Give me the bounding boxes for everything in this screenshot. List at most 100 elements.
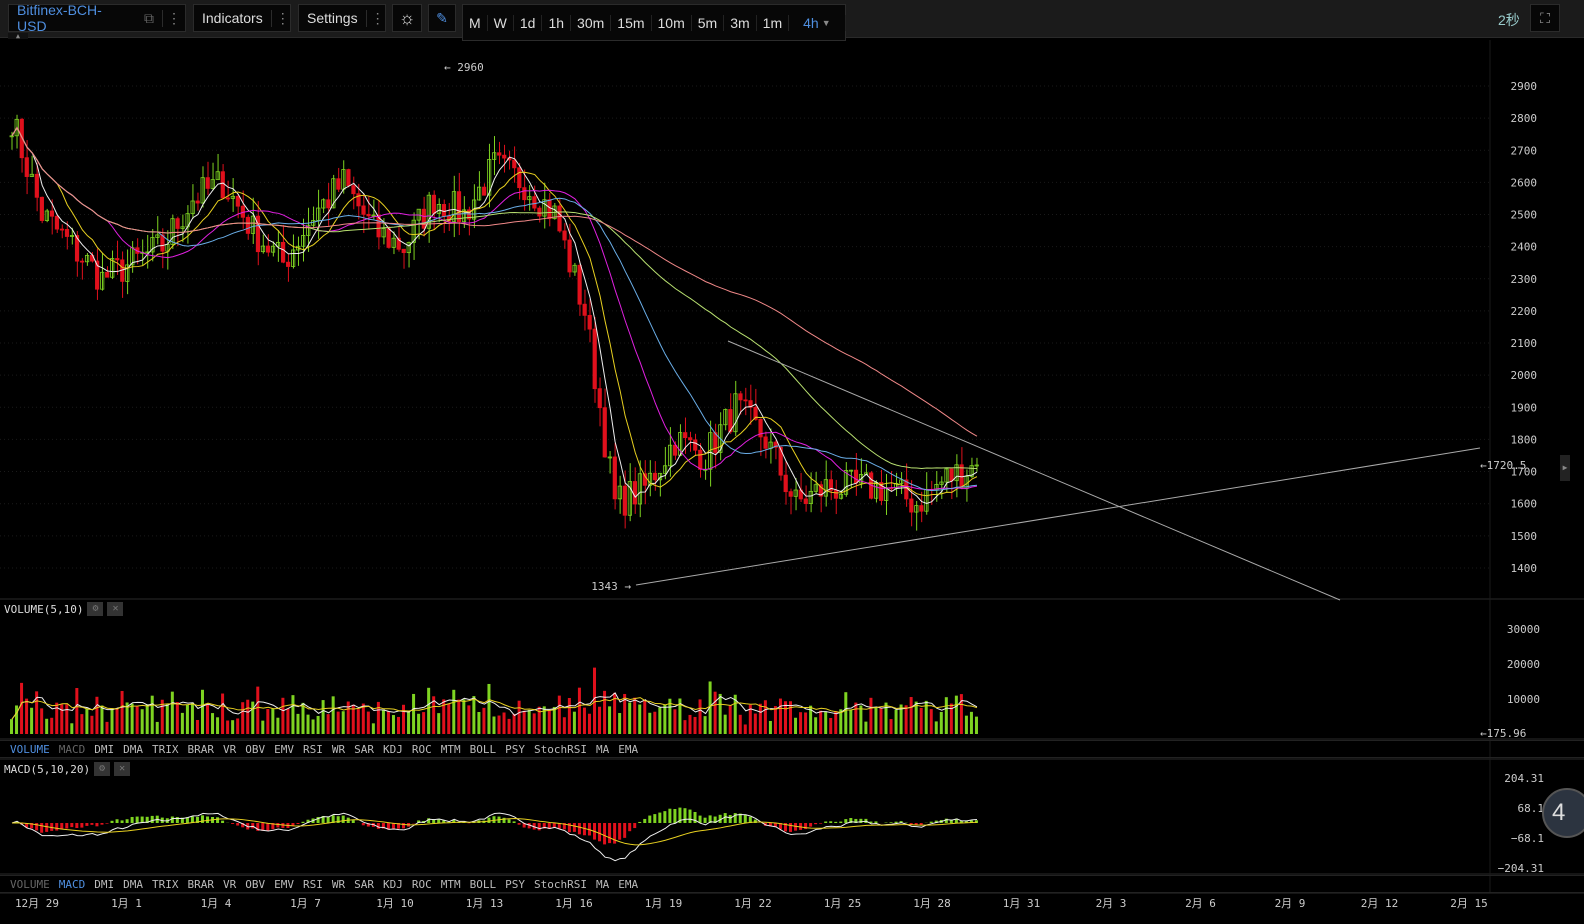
tab-macd[interactable]: MACD xyxy=(58,878,86,891)
floating-badge[interactable]: 4 xyxy=(1542,788,1584,838)
tab-rsi[interactable]: RSI xyxy=(303,743,323,756)
tab-brar[interactable]: BRAR xyxy=(187,743,215,756)
tab-ema[interactable]: EMA xyxy=(618,743,639,756)
macd-histogram-bar xyxy=(321,815,325,823)
period-W[interactable]: W xyxy=(488,14,514,31)
period-10m[interactable]: 10m xyxy=(652,14,692,31)
tab-sar[interactable]: SAR xyxy=(354,743,374,756)
macd-histogram-bar xyxy=(974,820,978,823)
fullscreen-icon[interactable]: ⛶ xyxy=(1530,4,1560,32)
tab-wr[interactable]: WR xyxy=(331,743,346,756)
period-30m[interactable]: 30m xyxy=(571,14,612,31)
volume-bar xyxy=(618,713,622,734)
tab-rsi[interactable]: RSI xyxy=(303,878,323,891)
x-tick-label: 1月 1 xyxy=(111,897,142,910)
tab-volume[interactable]: VOLUME xyxy=(10,878,50,891)
period-1d[interactable]: 1d xyxy=(514,14,543,31)
tab-psy[interactable]: PSY xyxy=(505,743,525,756)
macd-histogram-bar xyxy=(276,823,280,828)
tab-vr[interactable]: VR xyxy=(223,743,237,756)
volume-bar xyxy=(582,707,586,734)
tab-brar[interactable]: BRAR xyxy=(187,878,215,891)
theme-toggle-sun-icon[interactable]: ☼ xyxy=(392,4,422,32)
macd-histogram-bar xyxy=(417,820,421,823)
tab-emv[interactable]: EMV xyxy=(274,878,294,891)
macd-histogram-bar xyxy=(537,823,541,831)
tab-macd[interactable]: MACD xyxy=(58,743,86,756)
tab-mtm[interactable]: MTM xyxy=(440,878,461,891)
candle-body xyxy=(79,260,85,263)
gear-icon[interactable]: ⚙ xyxy=(94,762,111,776)
tab-kdj[interactable]: KDJ xyxy=(383,878,403,891)
indicators-button[interactable]: Indicators ⋮ xyxy=(193,4,291,32)
macd-histogram-bar xyxy=(452,819,456,823)
more-icon[interactable]: ⋮ xyxy=(162,9,185,27)
tab-obv[interactable]: OBV xyxy=(245,743,266,756)
tab-dma[interactable]: DMA xyxy=(123,878,143,891)
tab-dma[interactable]: DMA xyxy=(123,743,143,756)
period-15m[interactable]: 15m xyxy=(611,14,652,31)
tab-ma[interactable]: MA xyxy=(595,878,610,891)
tab-roc[interactable]: ROC xyxy=(411,743,432,756)
x-tick-label: 1月 28 xyxy=(913,897,951,910)
tab-sar[interactable]: SAR xyxy=(354,878,374,891)
candle-body xyxy=(512,159,517,169)
tab-trix[interactable]: TRIX xyxy=(152,743,179,756)
macd-histogram-bar xyxy=(713,816,717,823)
tab-dmi[interactable]: DMI xyxy=(94,743,115,756)
macd-tick-label: 204.31 xyxy=(1504,772,1544,785)
volume-bar xyxy=(804,712,808,734)
gear-icon[interactable]: ⚙ xyxy=(87,602,104,616)
draw-pencil-icon[interactable]: ✎ xyxy=(428,4,456,32)
period-5m[interactable]: 5m xyxy=(692,14,725,31)
refresh-interval[interactable]: 2秒 xyxy=(1498,12,1520,28)
macd-histogram-bar xyxy=(703,817,707,823)
tab-boll[interactable]: BOLL xyxy=(469,743,497,756)
volume-bar xyxy=(593,667,597,734)
tab-dmi[interactable]: DMI xyxy=(94,878,115,891)
close-icon[interactable]: ✕ xyxy=(114,762,131,776)
volume-bar xyxy=(356,709,360,734)
tab-boll[interactable]: BOLL xyxy=(469,878,497,891)
side-panel-toggle[interactable]: ▶ xyxy=(1560,455,1570,481)
tab-vr[interactable]: VR xyxy=(223,878,237,891)
tab-wr[interactable]: WR xyxy=(331,878,346,891)
more-icon[interactable]: ⋮ xyxy=(365,9,389,27)
close-icon[interactable]: ✕ xyxy=(107,602,124,616)
period-1m[interactable]: 1m xyxy=(757,14,790,31)
macd-histogram-bar xyxy=(628,823,632,832)
tab-psy[interactable]: PSY xyxy=(505,878,525,891)
macd-histogram-bar xyxy=(959,820,963,823)
more-icon[interactable]: ⋮ xyxy=(270,9,294,27)
tab-ma[interactable]: MA xyxy=(595,743,610,756)
volume-bar xyxy=(527,709,531,734)
volume-bar xyxy=(35,691,39,734)
candle-body xyxy=(537,207,542,217)
tab-ema[interactable]: EMA xyxy=(618,878,639,891)
tab-obv[interactable]: OBV xyxy=(245,878,266,891)
period-active[interactable]: 4h ▼ xyxy=(789,14,846,31)
period-M[interactable]: M xyxy=(463,14,488,31)
tab-kdj[interactable]: KDJ xyxy=(383,743,403,756)
macd-histogram-bar xyxy=(80,823,84,828)
collapse-toggle[interactable]: ▲ xyxy=(8,33,28,40)
tab-stochrsi[interactable]: StochRSI xyxy=(534,743,587,756)
settings-button[interactable]: Settings ⋮ xyxy=(298,4,386,32)
tab-emv[interactable]: EMV xyxy=(274,743,294,756)
macd-histogram-bar xyxy=(814,823,818,825)
symbol-selector[interactable]: Bitfinex-BCH-USD ⧉ ⋮ xyxy=(8,2,186,34)
period-1h[interactable]: 1h xyxy=(542,14,572,31)
tab-mtm[interactable]: MTM xyxy=(440,743,461,756)
period-3m[interactable]: 3m xyxy=(724,14,757,31)
volume-bar xyxy=(40,708,44,734)
candle-body xyxy=(366,213,371,217)
tab-stochrsi[interactable]: StochRSI xyxy=(534,878,587,891)
external-link-icon[interactable]: ⧉ xyxy=(144,9,154,26)
macd-histogram-bar xyxy=(919,823,923,826)
tab-volume[interactable]: VOLUME xyxy=(10,743,50,756)
volume-bar xyxy=(85,708,89,734)
volume-bar xyxy=(65,704,69,734)
tab-trix[interactable]: TRIX xyxy=(152,878,179,891)
tab-roc[interactable]: ROC xyxy=(411,878,432,891)
